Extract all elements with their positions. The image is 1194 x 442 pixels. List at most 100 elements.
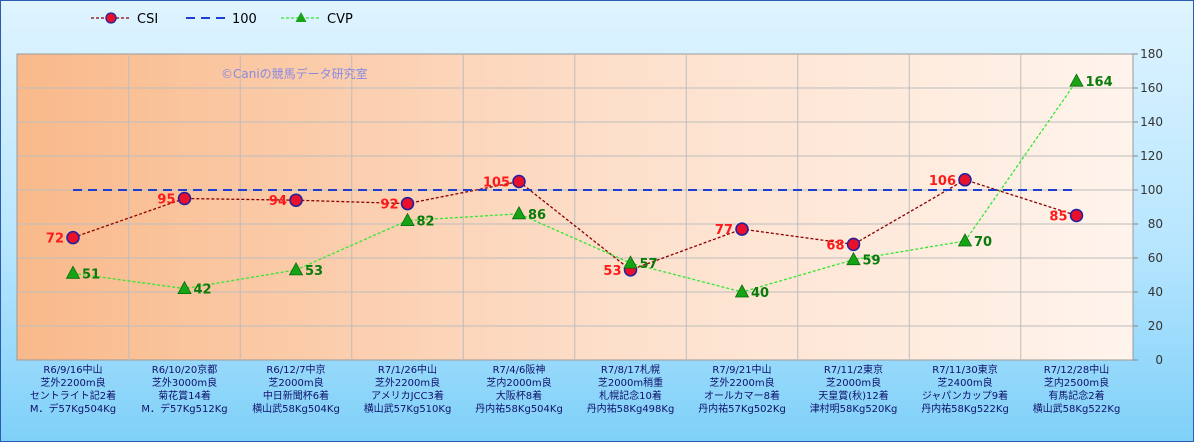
x-tick-label-line: アメリカJCC3着	[371, 389, 444, 402]
x-tick-label-line: ジャパンカップ9着	[922, 389, 1008, 402]
x-tick-label: R7/8/17札幌芝2000m稍重札幌記念10着丹内祐58Kg498Kg	[587, 363, 675, 415]
x-tick-label-line: 芝外3000m良	[152, 376, 217, 389]
data-label-csi: 94	[269, 194, 287, 209]
x-tick-label: R6/12/7中京芝2000m良中日新聞杯6着横山武58Kg504Kg	[252, 363, 340, 415]
data-point-csi	[400, 196, 415, 211]
x-tick-label-line: R6/12/7中京	[266, 363, 325, 376]
data-label-cvp: 42	[194, 283, 212, 298]
data-label-csi: 72	[46, 232, 64, 247]
data-point-csi	[1069, 208, 1084, 223]
data-label-csi: 95	[157, 193, 175, 208]
x-tick-label-line: M．デ57Kg512Kg	[141, 402, 227, 415]
data-point-cvp	[177, 280, 192, 295]
series-line-csi	[72, 179, 1077, 271]
x-tick-label-line: オールカマー8着	[704, 389, 780, 402]
data-label-cvp: 86	[528, 208, 546, 223]
data-point-cvp	[734, 284, 750, 298]
y-tick-label: 140	[1140, 115, 1163, 129]
x-tick-label-line: R7/12/28中山	[1044, 363, 1110, 376]
x-tick-label-line: 丹内祐58Kg504Kg	[475, 402, 563, 415]
y-tick-label: 180	[1140, 47, 1163, 61]
x-tick-label-line: 大阪杯8着	[496, 389, 542, 402]
data-label-cvp: 59	[863, 254, 881, 269]
x-tick-label-line: 芝内2000m良	[486, 376, 551, 389]
legend-label-cvp: CVP	[327, 12, 353, 27]
x-tick-label-line: R7/1/26中山	[378, 363, 437, 376]
data-label-csi: 53	[603, 264, 621, 279]
x-tick-label-line: R7/4/6阪神	[493, 363, 546, 376]
x-tick-label-line: セントライト記2着	[30, 389, 116, 402]
x-tick-label-line: 横山武58Kg522Kg	[1033, 402, 1121, 415]
data-label-csi: 85	[1049, 210, 1067, 225]
x-tick-label-line: 芝外2200m良	[375, 376, 440, 389]
x-tick-label-line: 横山武58Kg504Kg	[252, 402, 340, 415]
data-point-csi	[958, 173, 972, 187]
data-label-cvp: 70	[974, 235, 992, 250]
legend-label-csi: CSI	[137, 12, 158, 27]
x-tick-label: R7/4/6阪神芝内2000m良大阪杯8着丹内祐58Kg504Kg	[475, 363, 563, 415]
y-tick-label: 60	[1148, 251, 1163, 265]
x-tick-label-line: 丹内祐58Kg522Kg	[921, 402, 1009, 415]
y-tick-label: 160	[1140, 81, 1163, 95]
data-point-csi	[846, 237, 861, 252]
y-tick-label: 120	[1140, 149, 1163, 163]
x-tick-label-line: R7/8/17札幌	[601, 363, 660, 376]
x-tick-label-line: 丹内祐57Kg502Kg	[698, 402, 786, 415]
x-tick-label: R6/10/20京都芝外3000m良菊花賞14着 M．デ57Kg512Kg	[141, 363, 227, 415]
data-point-csi	[66, 230, 80, 245]
data-label-cvp: 40	[751, 286, 769, 301]
x-tick-label-line: 芝外2200m良	[709, 376, 774, 389]
data-label-cvp: 51	[82, 267, 100, 282]
data-label-csi: 106	[929, 174, 956, 189]
data-point-cvp	[511, 205, 527, 220]
data-label-cvp: 82	[417, 215, 435, 230]
data-label-csi: 77	[715, 223, 733, 238]
x-tick-label-line: R7/11/30東京	[932, 363, 998, 376]
x-tick-label: R7/11/30東京芝2400m良ジャパンカップ9着丹内祐58Kg522Kg	[921, 363, 1009, 415]
y-axis: 0 20 40 60 80 100 120 140 160 180	[1133, 47, 1163, 367]
x-tick-label-line: 天皇賞(秋)12着	[818, 389, 889, 402]
legend-marker-csi	[105, 12, 117, 24]
legend: CSI 100 CVP	[91, 12, 353, 27]
data-point-cvp	[65, 265, 81, 279]
x-tick-label-line: 津村明58Kg520Kg	[810, 402, 898, 415]
grid	[17, 54, 1133, 360]
y-tick-label: 80	[1148, 217, 1163, 231]
x-tick-label-line: R6/9/16中山	[43, 363, 102, 376]
data-point-csi	[735, 222, 749, 236]
x-tick-label-line: 丹内祐58Kg498Kg	[587, 402, 675, 415]
x-tick-label: R7/12/28中山芝内2500m良有馬記念2着横山武58Kg522Kg	[1033, 363, 1121, 415]
y-tick-label: 20	[1148, 319, 1163, 333]
x-tick-label: R7/9/21中山芝外2200m良オールカマー8着丹内祐57Kg502Kg	[698, 363, 786, 415]
x-tick-label-line: 札幌記念10着	[599, 389, 662, 402]
data-point-csi	[289, 193, 303, 207]
data-point-cvp	[846, 251, 861, 266]
data-label-csi: 92	[380, 198, 398, 213]
legend-label-100: 100	[232, 12, 257, 27]
data-point-csi	[177, 191, 192, 206]
series-line-cvp	[72, 80, 1078, 293]
data-point-cvp	[400, 212, 415, 227]
data-point-csi	[512, 174, 526, 189]
data-point-cvp	[623, 255, 638, 269]
x-axis: R6/9/16中山芝外2200m良セントライト記2着 M．デ57Kg504KgR6…	[30, 363, 1121, 415]
x-tick-label: R7/11/2東京芝2000m良天皇賞(秋)12着津村明58Kg520Kg	[810, 363, 898, 415]
x-tick-label-line: 芝外2200m良	[40, 376, 105, 389]
x-tick-label-line: R6/10/20京都	[152, 363, 218, 376]
legend-marker-cvp	[295, 12, 307, 22]
x-tick-label-line: 芝2000m良	[826, 376, 881, 389]
x-tick-label-line: 有馬記念2着	[1048, 389, 1104, 402]
data-label-cvp: 57	[640, 257, 658, 272]
y-tick-label: 0	[1155, 353, 1163, 367]
x-tick-label-line: R7/9/21中山	[712, 363, 771, 376]
data-point-cvp	[957, 233, 973, 247]
data-label-csi: 105	[483, 176, 510, 191]
x-tick-label: R7/1/26中山芝外2200m良アメリカJCC3着横山武57Kg510Kg	[364, 363, 452, 415]
x-tick-label-line: 横山武57Kg510Kg	[364, 402, 452, 415]
data-label-cvp: 53	[305, 264, 323, 279]
data-label-csi: 68	[826, 238, 844, 253]
y-tick-label: 40	[1148, 285, 1163, 299]
x-tick-label-line: 菊花賞14着	[158, 389, 211, 402]
